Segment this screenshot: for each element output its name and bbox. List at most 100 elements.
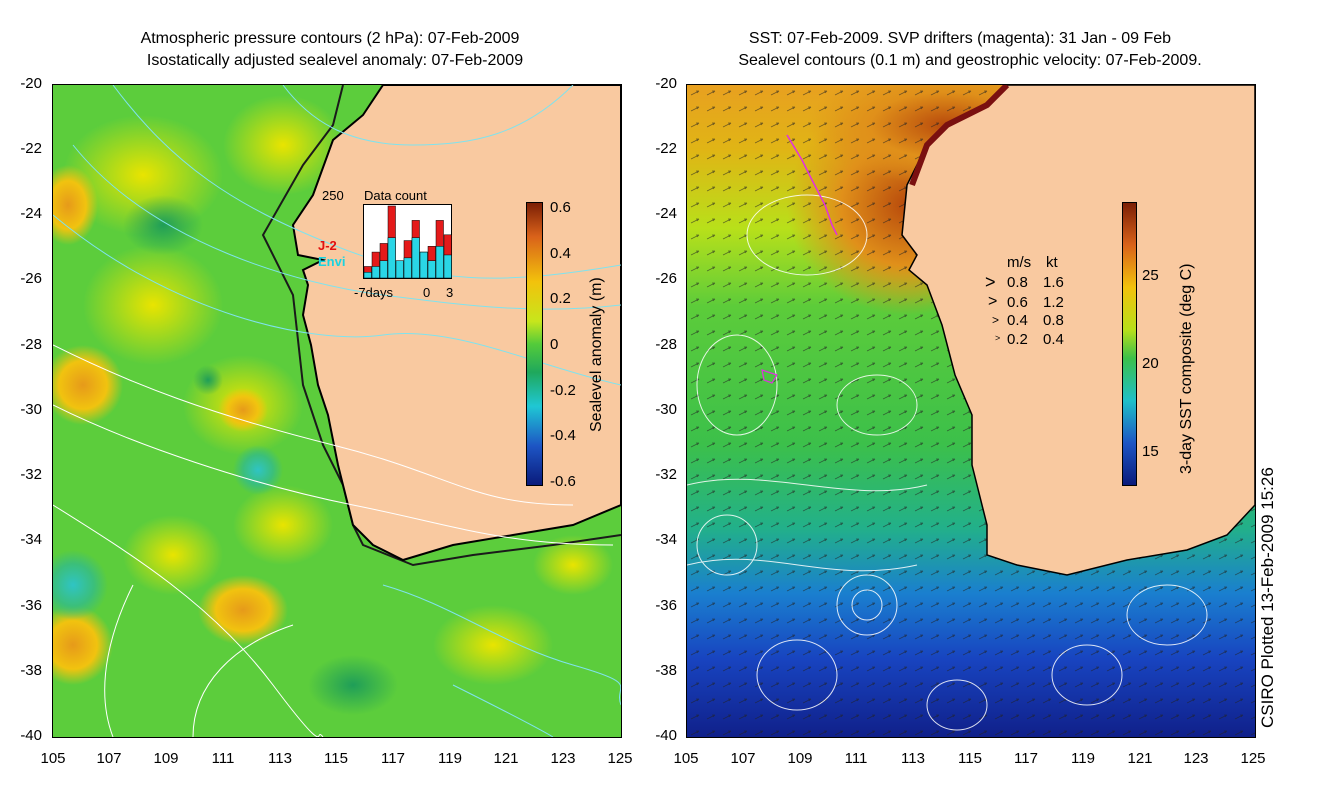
inset-bar-envi [387, 237, 396, 279]
left-xtick: 113 [268, 750, 292, 767]
colorbar-tick: -0.2 [550, 382, 576, 399]
colorbar-tick: 20 [1142, 355, 1159, 372]
inset-bar-envi [371, 266, 380, 279]
right-ytick: -24 [655, 205, 677, 222]
legend-arrow-icon: > [988, 293, 998, 310]
svp-drifter-track [761, 369, 778, 384]
left-xtick: 117 [381, 750, 405, 767]
right-map-svg [687, 85, 1255, 737]
sst-colorbar-label: 3-day SST composite (deg C) [1178, 263, 1195, 474]
left-xtick: 115 [324, 750, 348, 767]
inset-bar-envi [435, 246, 444, 279]
right-ytick: -36 [655, 597, 677, 614]
legend-ms-value: 0.4 [1007, 312, 1028, 329]
colorbar-tick: 0.2 [550, 290, 571, 307]
legend-kt-value: 1.2 [1043, 294, 1064, 311]
right-ytick: -40 [655, 727, 677, 744]
inset-title: Data count [364, 188, 427, 203]
sealevel-colorbar-label: Sealevel anomaly (m) [588, 277, 605, 432]
legend-header-ms: m/s [1007, 254, 1032, 271]
legend-arrow-icon: > [995, 333, 1001, 343]
inset-x-label-left: -7days [354, 285, 394, 300]
left-ytick: -20 [20, 75, 42, 92]
right-title-line2: Sealevel contours (0.1 m) and geostrophi… [738, 52, 1202, 69]
right-ytick: -38 [655, 662, 677, 679]
legend-arrow-icon: > [985, 272, 996, 292]
right-ytick: -34 [655, 531, 677, 548]
pressure-contours-white [53, 344, 614, 737]
left-map-svg [53, 85, 621, 737]
inset-bar-envi [379, 260, 388, 279]
colorbar-tick: -0.6 [550, 473, 576, 490]
left-xtick: 107 [96, 750, 122, 767]
left-title-line1: Atmospheric pressure contours (2 hPa): 0… [140, 30, 520, 47]
right-xtick: 123 [1183, 750, 1209, 767]
sst-colorbar [1122, 202, 1137, 486]
right-ytick: -26 [655, 270, 677, 287]
legend-header-kt: kt [1046, 254, 1058, 271]
right-xtick: 115 [958, 750, 982, 767]
left-xtick: 111 [211, 750, 235, 767]
right-xtick: 125 [1240, 750, 1266, 767]
left-xtick: 121 [493, 750, 519, 767]
left-ytick: -32 [20, 466, 42, 483]
colorbar-tick: 0.4 [550, 245, 571, 262]
left-xtick: 109 [153, 750, 179, 767]
right-xtick: 111 [844, 750, 868, 767]
legend-kt-value: 0.4 [1043, 331, 1064, 348]
left-ytick: -38 [20, 662, 42, 679]
left-ytick: -30 [20, 401, 42, 418]
right-xtick: 121 [1127, 750, 1153, 767]
legend-ms-value: 0.8 [1007, 274, 1028, 291]
legend-kt-value: 0.8 [1043, 312, 1064, 329]
left-xtick: 119 [438, 750, 462, 767]
inset-bar-envi [411, 237, 420, 279]
right-ytick: -32 [655, 466, 677, 483]
left-ytick: -26 [20, 270, 42, 287]
left-ytick: -24 [20, 205, 42, 222]
inset-bar-envi [443, 254, 452, 279]
inset-series2-label: Envi [318, 254, 346, 269]
inset-bar-envi [403, 257, 412, 279]
right-xtick: 107 [730, 750, 756, 767]
inset-series1-label: J-2 [318, 238, 337, 253]
left-title-line2: Isostatically adjusted sealevel anomaly:… [146, 52, 524, 69]
inset-x-label-mid: 0 [423, 285, 431, 300]
plot-credit: CSIRO Plotted 13-Feb-2009 15:26 [1258, 467, 1277, 728]
right-title-line1: SST: 07-Feb-2009. SVP drifters (magenta)… [748, 30, 1172, 47]
sealevel-colorbar [526, 202, 543, 486]
left-ytick: -22 [20, 140, 42, 157]
right-xtick: 113 [901, 750, 925, 767]
right-map [686, 84, 1256, 738]
legend-kt-value: 1.6 [1043, 274, 1064, 291]
left-xtick: 125 [607, 750, 633, 767]
left-xtick: 105 [40, 750, 66, 767]
right-ytick: -20 [655, 75, 677, 92]
legend-ms-value: 0.6 [1007, 294, 1028, 311]
colorbar-tick: 15 [1142, 443, 1159, 460]
legend-ms-value: 0.2 [1007, 331, 1028, 348]
inset-x-label-right: 3 [446, 285, 454, 300]
legend-arrow-icon: > [992, 313, 1000, 327]
right-ytick: -22 [655, 140, 677, 157]
shelf-contour [261, 85, 621, 567]
australia-landmass [901, 85, 1255, 576]
colorbar-tick: -0.4 [550, 427, 576, 444]
left-ytick: -34 [20, 531, 42, 548]
inset-bar-envi [395, 260, 404, 279]
right-ytick: -28 [655, 336, 677, 353]
colorbar-tick: 0.6 [550, 199, 571, 216]
inset-bar-envi [419, 251, 428, 279]
right-xtick: 105 [673, 750, 699, 767]
right-xtick: 119 [1071, 750, 1095, 767]
left-map [52, 84, 622, 738]
colorbar-tick: 25 [1142, 267, 1159, 284]
left-xtick: 123 [550, 750, 576, 767]
right-xtick: 109 [787, 750, 813, 767]
inset-ymax-label: 250 [322, 188, 344, 203]
left-ytick: -36 [20, 597, 42, 614]
right-xtick: 117 [1014, 750, 1038, 767]
inset-bar-envi [427, 260, 436, 279]
svp-drifter-track [786, 134, 838, 236]
colorbar-tick: 0 [550, 336, 559, 353]
